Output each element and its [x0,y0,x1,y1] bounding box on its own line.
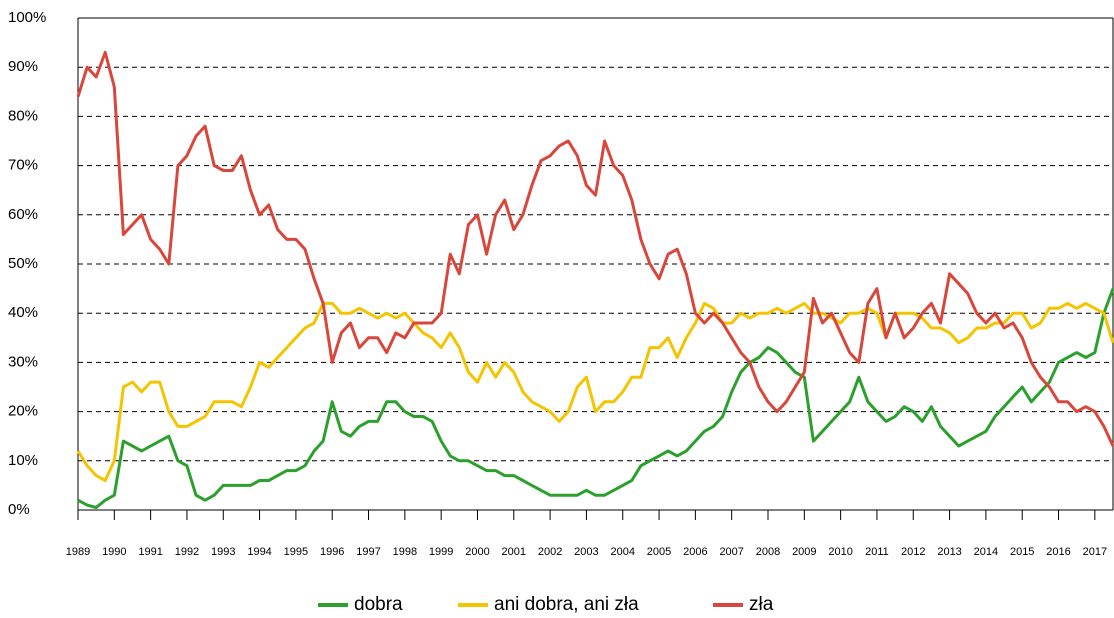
legend-label: ani dobra, ani zła [494,594,639,615]
y-tick-label: 50% [8,255,38,272]
y-tick-label: 30% [8,353,38,370]
y-tick-label: 60% [8,206,38,223]
x-tick-label: 2002 [538,546,562,558]
x-tick-label: 2012 [901,546,925,558]
series-line [76,301,1114,482]
x-tick-label: 2011 [865,546,889,558]
y-tick-label: 10% [8,452,38,469]
x-tick-label: 2005 [647,546,671,558]
x-tick-label: 2014 [974,546,998,558]
x-tick-label: 2013 [937,546,961,558]
x-tick-label: 2003 [574,546,598,558]
x-tick-label: 1998 [393,546,417,558]
x-tick-label: 2009 [792,546,816,558]
x-tick-label: 2006 [683,546,707,558]
y-tick-label: 80% [8,107,38,124]
x-tick-label: 2001 [502,546,526,558]
x-tick-label: 2010 [828,546,852,558]
y-tick-label: 0% [8,501,30,518]
x-tick-label: 2007 [719,546,743,558]
y-tick-label: 70% [8,157,38,174]
x-tick-label: 1990 [102,546,126,558]
x-tick-label: 1989 [66,546,90,558]
x-tick-label: 2004 [610,546,634,558]
legend-label: dobra [354,594,403,615]
x-tick-label: 1993 [211,546,235,558]
legend-label: zła [749,594,774,615]
x-tick-label: 2000 [465,546,489,558]
series-line [77,288,1114,509]
series-line [76,50,1114,447]
x-tick-label: 1992 [175,546,199,558]
x-tick-label: 1991 [138,546,162,558]
y-tick-label: 40% [8,304,38,321]
y-tick-label: 90% [8,58,38,75]
x-tick-label: 2016 [1046,546,1070,558]
x-tick-label: 1997 [356,546,380,558]
x-tick-label: 2008 [756,546,780,558]
y-tick-label: 100% [8,9,46,26]
x-tick-label: 1995 [284,546,308,558]
x-tick-label: 2017 [1083,546,1107,558]
x-tick-label: 1994 [247,546,271,558]
y-tick-label: 20% [8,403,38,420]
x-tick-label: 2015 [1010,546,1034,558]
x-tick-label: 1996 [320,546,344,558]
x-tick-label: 1999 [429,546,453,558]
